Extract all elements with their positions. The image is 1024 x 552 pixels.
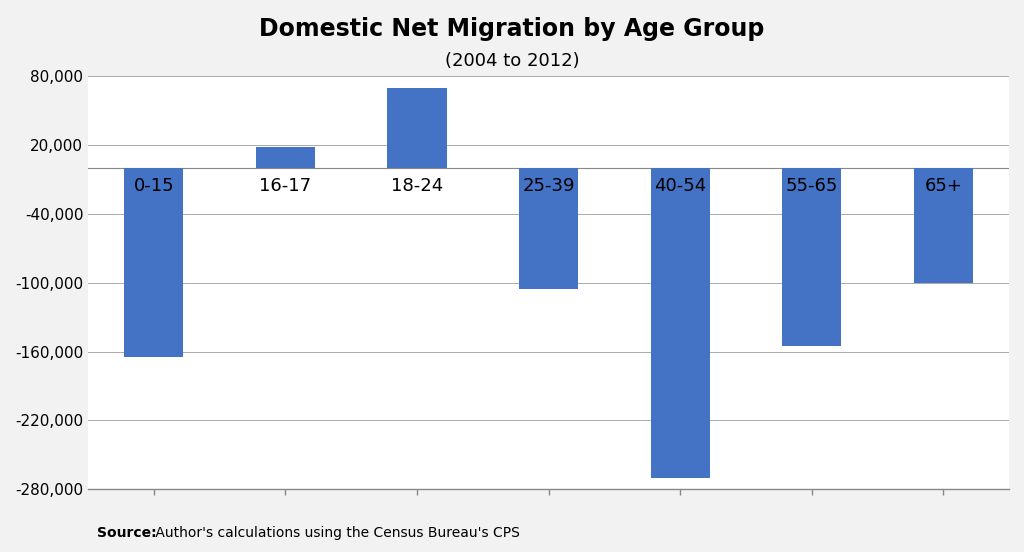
Text: 25-39: 25-39 — [522, 177, 574, 195]
Bar — [256, 147, 315, 168]
Bar — [782, 168, 842, 346]
Text: Source:: Source: — [97, 526, 157, 540]
Text: 18-24: 18-24 — [391, 177, 443, 195]
Text: 40-54: 40-54 — [654, 177, 707, 195]
Text: Author's calculations using the Census Bureau's CPS: Author's calculations using the Census B… — [151, 526, 519, 540]
Text: 65+: 65+ — [925, 177, 963, 195]
Bar — [913, 168, 973, 283]
Text: 16-17: 16-17 — [259, 177, 311, 195]
Text: 55-65: 55-65 — [785, 177, 838, 195]
Bar — [387, 88, 446, 168]
Text: Domestic Net Migration by Age Group: Domestic Net Migration by Age Group — [259, 17, 765, 40]
Bar — [519, 168, 579, 289]
Bar — [124, 168, 183, 357]
Text: 0-15: 0-15 — [133, 177, 174, 195]
Text: (2004 to 2012): (2004 to 2012) — [444, 52, 580, 71]
Bar — [650, 168, 710, 478]
